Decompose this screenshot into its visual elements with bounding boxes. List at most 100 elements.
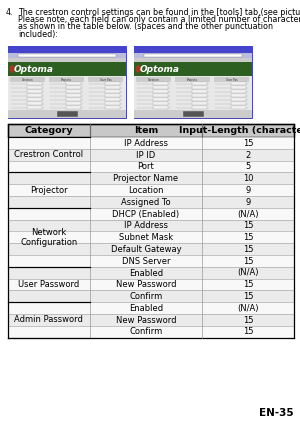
Bar bbox=[27, 102, 42, 105]
Text: Location: Location bbox=[128, 186, 164, 195]
Bar bbox=[8, 290, 294, 302]
Bar bbox=[8, 255, 294, 267]
Bar bbox=[183, 111, 203, 116]
Text: Assigned To: Assigned To bbox=[121, 198, 171, 207]
Bar bbox=[105, 98, 120, 100]
Bar bbox=[105, 90, 120, 93]
Text: Admin Password: Admin Password bbox=[14, 315, 83, 324]
Bar bbox=[231, 90, 246, 93]
Text: Enabled: Enabled bbox=[129, 269, 163, 278]
Bar bbox=[66, 82, 81, 85]
Text: Default Gateway: Default Gateway bbox=[111, 245, 181, 254]
Bar bbox=[66, 90, 81, 93]
Bar bbox=[57, 111, 77, 116]
Bar bbox=[153, 98, 168, 100]
Bar bbox=[192, 106, 207, 108]
Text: 15: 15 bbox=[243, 257, 254, 266]
Bar bbox=[27, 82, 42, 85]
Text: IP ID: IP ID bbox=[136, 150, 156, 159]
Text: Crestron: Crestron bbox=[148, 77, 159, 82]
Bar bbox=[27, 94, 42, 96]
Bar bbox=[8, 302, 294, 314]
Bar bbox=[134, 76, 252, 110]
Bar bbox=[8, 117, 126, 118]
Bar bbox=[153, 86, 168, 88]
Bar bbox=[231, 106, 246, 108]
Text: 9: 9 bbox=[246, 198, 251, 207]
Bar bbox=[231, 102, 246, 105]
Bar bbox=[192, 90, 207, 93]
Bar bbox=[8, 76, 126, 110]
Text: included):: included): bbox=[18, 30, 58, 39]
Bar bbox=[27, 86, 42, 88]
Bar bbox=[8, 46, 126, 53]
Bar bbox=[192, 86, 207, 88]
Bar bbox=[8, 161, 294, 173]
Text: 15: 15 bbox=[243, 280, 254, 289]
Text: Crestron: Crestron bbox=[22, 77, 33, 82]
Text: 15: 15 bbox=[243, 292, 254, 301]
Bar bbox=[8, 46, 126, 118]
Bar bbox=[105, 102, 120, 105]
Bar bbox=[8, 110, 126, 118]
Bar bbox=[231, 82, 246, 85]
Bar bbox=[192, 82, 207, 85]
Text: Network
Configuration: Network Configuration bbox=[20, 228, 77, 247]
Text: 5: 5 bbox=[246, 162, 251, 171]
Bar bbox=[8, 220, 294, 231]
Text: Projector: Projector bbox=[30, 186, 68, 195]
Bar bbox=[8, 58, 126, 62]
Bar bbox=[49, 77, 84, 82]
Text: 15: 15 bbox=[243, 139, 254, 148]
Bar bbox=[105, 94, 120, 96]
Text: DHCP (Enabled): DHCP (Enabled) bbox=[112, 210, 180, 218]
Bar bbox=[231, 94, 246, 96]
Ellipse shape bbox=[136, 65, 140, 73]
Bar bbox=[10, 77, 45, 82]
Bar bbox=[153, 82, 168, 85]
Text: 10: 10 bbox=[243, 174, 254, 183]
Text: IP Address: IP Address bbox=[124, 221, 168, 230]
Bar bbox=[136, 77, 171, 82]
Bar bbox=[8, 53, 126, 58]
Bar bbox=[153, 90, 168, 93]
Text: EN-35: EN-35 bbox=[260, 408, 294, 418]
Bar bbox=[8, 243, 294, 255]
Text: Crestron Control: Crestron Control bbox=[14, 150, 83, 159]
Text: (N/A): (N/A) bbox=[238, 304, 259, 313]
Text: 2: 2 bbox=[246, 150, 251, 159]
Bar bbox=[231, 98, 246, 100]
Bar bbox=[27, 98, 42, 100]
Text: IP Address: IP Address bbox=[124, 139, 168, 148]
Bar bbox=[8, 279, 294, 290]
Bar bbox=[134, 117, 252, 118]
Bar bbox=[134, 53, 252, 58]
Bar bbox=[134, 58, 252, 62]
Bar bbox=[66, 94, 81, 96]
Bar bbox=[8, 326, 294, 337]
Text: Projecto: Projecto bbox=[61, 77, 72, 82]
Text: as shown in the table below. (spaces and the other punctuation: as shown in the table below. (spaces and… bbox=[18, 23, 273, 31]
Text: 15: 15 bbox=[243, 245, 254, 254]
Bar bbox=[192, 98, 207, 100]
Text: Confirm: Confirm bbox=[129, 292, 163, 301]
Text: Confirm: Confirm bbox=[129, 328, 163, 337]
Bar bbox=[8, 173, 294, 184]
Text: 15: 15 bbox=[243, 233, 254, 242]
Text: Input-Length (characters): Input-Length (characters) bbox=[179, 126, 300, 135]
Text: (N/A): (N/A) bbox=[238, 210, 259, 218]
Bar bbox=[66, 106, 81, 108]
Bar bbox=[192, 102, 207, 105]
Text: 15: 15 bbox=[243, 328, 254, 337]
Text: (N/A): (N/A) bbox=[238, 269, 259, 278]
Text: Optoma: Optoma bbox=[140, 65, 180, 74]
Bar bbox=[175, 77, 210, 82]
Bar bbox=[153, 102, 168, 105]
Bar bbox=[27, 90, 42, 93]
Bar bbox=[66, 98, 81, 100]
Bar bbox=[66, 102, 81, 105]
Text: 9: 9 bbox=[246, 186, 251, 195]
Bar bbox=[192, 94, 207, 96]
Text: User Password: User Password bbox=[18, 280, 80, 289]
Text: The crestron control settings can be found in the [tools] tab.(see picture): The crestron control settings can be fou… bbox=[18, 8, 300, 17]
